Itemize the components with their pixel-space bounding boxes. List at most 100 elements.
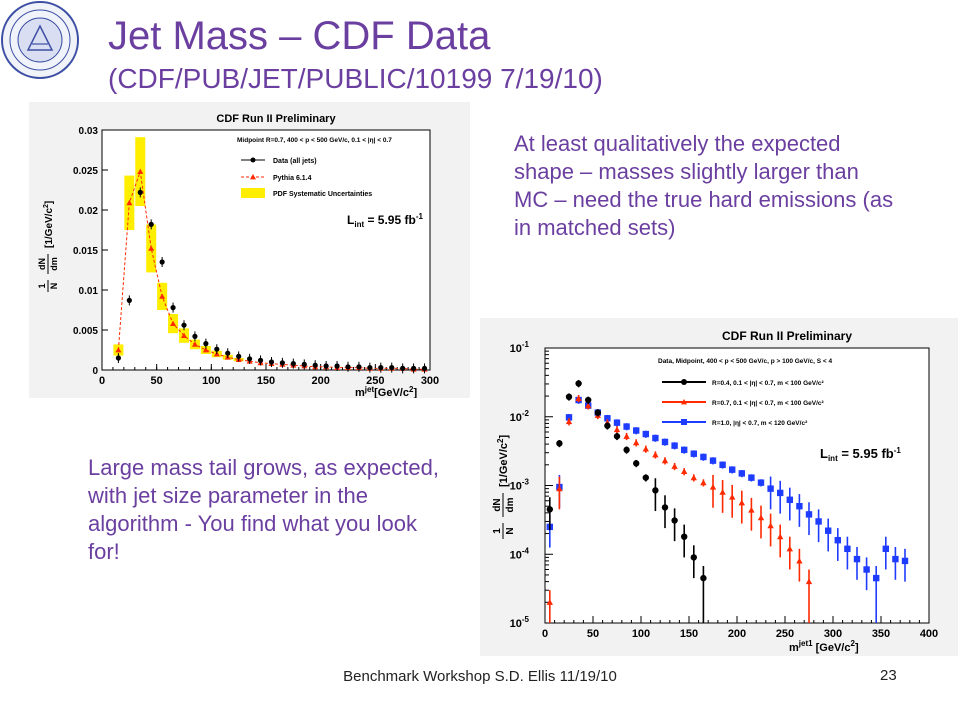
- plot-frame: [101, 129, 431, 371]
- series-point: [690, 474, 697, 481]
- series-point: [671, 463, 678, 469]
- text-part: 10: [510, 481, 522, 493]
- series-point: [594, 409, 601, 416]
- series-point: [873, 574, 880, 582]
- text-part: m: [789, 642, 799, 654]
- y-fraction-dn: dN: [492, 498, 503, 511]
- series-point: [748, 474, 755, 481]
- data-point: [148, 221, 154, 227]
- series-point: [642, 445, 649, 452]
- text-part: < 500 GeV/c, p: [729, 358, 775, 365]
- series-point: [613, 419, 621, 426]
- y-fraction-njet: N: [505, 527, 516, 534]
- x-tick-label: 100: [632, 628, 650, 640]
- y-tick-label: 10-5: [510, 615, 530, 630]
- x-tick-label: 200: [728, 628, 746, 640]
- series-point: [633, 460, 640, 467]
- y-fraction-dm: dm: [49, 257, 59, 271]
- series-point: [623, 423, 630, 430]
- series-point: [546, 599, 553, 605]
- text-part: -1: [522, 340, 530, 349]
- series-point: [661, 457, 669, 464]
- series-point: [652, 451, 659, 458]
- series-point: [882, 545, 889, 553]
- series-point: [575, 395, 582, 401]
- chart-title: CDF Run II Preliminary: [722, 329, 852, 343]
- text-part: ]: [855, 642, 859, 654]
- text-part: = 5.95 fb: [364, 213, 416, 227]
- series-point: [690, 450, 697, 457]
- series-point: [738, 470, 745, 477]
- text-part: 2: [850, 639, 855, 648]
- note-qualitative-shape: At least qualitatively the expected shap…: [514, 131, 894, 240]
- text-part: m: [355, 387, 365, 398]
- legend-label: R=0.4, 0.1 < |η| < 0.7, m < 100 GeV/c²: [712, 380, 825, 387]
- data-point: [170, 305, 176, 311]
- series-point: [738, 499, 745, 506]
- y-tick-label: 0.01: [79, 286, 99, 297]
- text-part: -1: [894, 446, 902, 455]
- text-part: jet1: [798, 639, 813, 648]
- text-part: | < 0.7: [374, 137, 393, 144]
- series-point: [748, 506, 755, 513]
- y-tick-label: 10-3: [510, 478, 530, 493]
- data-point: [323, 363, 329, 369]
- series-point: [777, 533, 784, 540]
- text-part: 10: [510, 412, 522, 424]
- data-point: [301, 361, 307, 367]
- series-point: [556, 440, 563, 447]
- data-point: [279, 360, 285, 366]
- jet-mass-log-plot: CDF Run II Preliminary 0 50 100 150 200 250 300…: [480, 318, 958, 656]
- series-point: [652, 434, 659, 442]
- series-point: [671, 517, 678, 524]
- legend-label: R=1.0, |η| < 0.7, m < 120 GeV/c²: [712, 420, 808, 427]
- data-point: [159, 259, 165, 265]
- jet-mass-linear-plot: CDF Run II Preliminary 0 50 100 150 200 250 300…: [29, 102, 470, 398]
- series-point: [681, 533, 688, 540]
- legend-label: Data (all jets): [273, 158, 317, 165]
- slide-footer: Benchmark Workshop S.D. Ellis 11/19/10: [343, 668, 617, 685]
- text-part: 2: [43, 204, 50, 208]
- pythia-point: [202, 347, 209, 353]
- series-point: [556, 485, 563, 492]
- series-point: [642, 430, 649, 438]
- series-point: [575, 380, 582, 387]
- x-tick-label: 0: [99, 375, 105, 387]
- legend-swatch-systematic: [241, 188, 265, 198]
- luminosity-label: Lint = 5.95 fb-1: [347, 212, 423, 229]
- series-point: [757, 479, 765, 486]
- series-point: [652, 487, 659, 494]
- legend-label: Pythia 6.1.4: [273, 175, 312, 182]
- pythia-point: [126, 199, 133, 206]
- luminosity-label: Lint = 5.95 fb-1: [820, 446, 901, 463]
- y-axis-label-group: 1 NdN dm [1/GeV/c2]: [492, 435, 516, 539]
- y-axis-unit: [1/GeV/c2]: [43, 201, 55, 248]
- text-part: 2: [496, 438, 505, 443]
- series-point: [796, 502, 803, 510]
- text-part: -4: [522, 546, 530, 555]
- series-point: [585, 396, 592, 404]
- series-point: [546, 506, 553, 513]
- series-point: [661, 438, 669, 446]
- series-point: [892, 555, 899, 563]
- data-point: [115, 355, 121, 361]
- university-seal-logo: [1, 1, 79, 79]
- data-point: [137, 189, 143, 195]
- data-point: [247, 356, 253, 362]
- pythia-point: [159, 293, 166, 299]
- series-point: [700, 574, 707, 582]
- x-tick-label: 50: [151, 375, 163, 387]
- data-point: [203, 341, 209, 347]
- data-point: [356, 364, 362, 370]
- text-part: 10: [510, 343, 522, 355]
- data-point: [214, 346, 220, 352]
- series-point: [815, 518, 822, 525]
- legend-header: Data, Midpoint, 400 < p < 500 GeV/c, p >…: [658, 358, 833, 365]
- text-part: Data, Midpoint, 400 < p: [658, 358, 729, 365]
- series-point: [719, 488, 726, 495]
- y-fraction-dm: dm: [505, 497, 516, 512]
- data-point: [367, 365, 373, 371]
- series-point: [834, 537, 841, 544]
- text-part: [GeV/c: [813, 642, 851, 654]
- slide-title: Jet Mass – CDF Data: [108, 14, 491, 58]
